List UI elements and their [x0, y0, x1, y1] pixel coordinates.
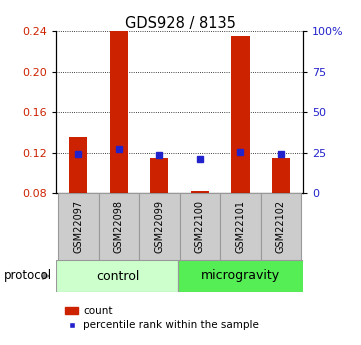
FancyBboxPatch shape	[261, 193, 301, 260]
FancyBboxPatch shape	[180, 193, 220, 260]
Bar	[69, 137, 87, 193]
Text: GDS928 / 8135: GDS928 / 8135	[125, 16, 236, 30]
Text: GSM22102: GSM22102	[276, 200, 286, 253]
FancyBboxPatch shape	[178, 260, 303, 292]
FancyBboxPatch shape	[220, 193, 261, 260]
Text: GSM22098: GSM22098	[114, 200, 124, 253]
Bar	[110, 31, 128, 193]
FancyBboxPatch shape	[99, 193, 139, 260]
Text: GSM22100: GSM22100	[195, 200, 205, 253]
Text: GSM22099: GSM22099	[155, 200, 164, 253]
Bar	[272, 158, 290, 193]
Bar	[231, 36, 249, 193]
FancyBboxPatch shape	[58, 193, 99, 260]
Bar	[150, 158, 169, 193]
Text: microgravity: microgravity	[201, 269, 280, 283]
Text: control: control	[96, 269, 139, 283]
Legend: count, percentile rank within the sample: count, percentile rank within the sample	[61, 302, 263, 334]
Bar	[191, 191, 209, 193]
FancyBboxPatch shape	[56, 260, 178, 292]
Text: GSM22097: GSM22097	[73, 200, 83, 253]
FancyBboxPatch shape	[139, 193, 180, 260]
Text: GSM22101: GSM22101	[235, 200, 245, 253]
Text: protocol: protocol	[4, 269, 52, 283]
